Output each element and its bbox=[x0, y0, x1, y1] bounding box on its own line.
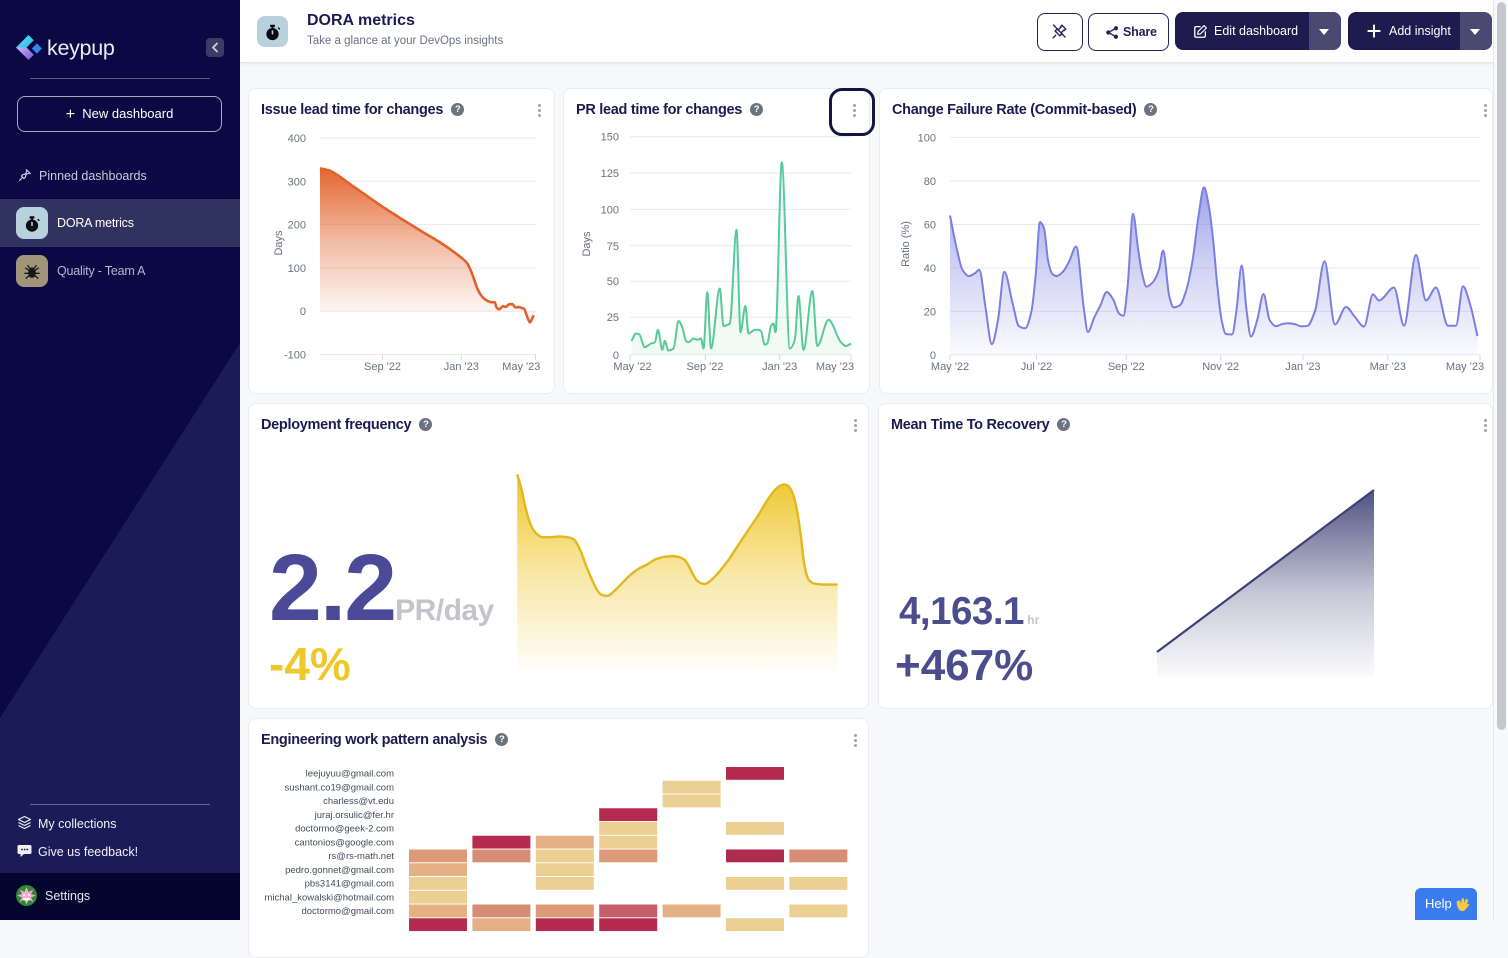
svg-text:200: 200 bbox=[288, 220, 306, 232]
svg-text:20: 20 bbox=[924, 306, 936, 318]
svg-text:doctormo@geek-2.com: doctormo@geek-2.com bbox=[295, 824, 394, 835]
svg-text:-100: -100 bbox=[284, 350, 306, 362]
svg-text:40: 40 bbox=[924, 263, 936, 275]
svg-text:May '22: May '22 bbox=[613, 361, 651, 373]
svg-text:charless@vt.edu: charless@vt.edu bbox=[323, 796, 394, 807]
svg-text:0: 0 bbox=[300, 306, 306, 318]
svg-text:Days: Days bbox=[273, 230, 285, 256]
svg-text:leejuyuu@gmail.com: leejuyuu@gmail.com bbox=[306, 769, 394, 780]
svg-text:100: 100 bbox=[918, 133, 936, 145]
svg-text:Jul '22: Jul '22 bbox=[1021, 361, 1052, 373]
svg-text:May '23: May '23 bbox=[816, 361, 854, 373]
svg-text:150: 150 bbox=[601, 132, 619, 144]
svg-text:Sep '22: Sep '22 bbox=[687, 361, 724, 373]
svg-text:Jan '23: Jan '23 bbox=[1285, 361, 1320, 373]
svg-text:pbs3141@gmail.com: pbs3141@gmail.com bbox=[305, 879, 394, 890]
svg-text:juraj.orsulic@fer.hr: juraj.orsulic@fer.hr bbox=[314, 810, 394, 821]
svg-text:May '22: May '22 bbox=[931, 361, 969, 373]
svg-text:80: 80 bbox=[924, 176, 936, 188]
svg-text:60: 60 bbox=[924, 220, 936, 232]
svg-text:doctormo@gmail.com: doctormo@gmail.com bbox=[301, 906, 394, 917]
svg-text:Nov '22: Nov '22 bbox=[1202, 361, 1239, 373]
svg-text:Sep '22: Sep '22 bbox=[1108, 361, 1145, 373]
svg-text:100: 100 bbox=[288, 263, 306, 275]
svg-text:300: 300 bbox=[288, 176, 306, 188]
svg-text:Jan '23: Jan '23 bbox=[444, 361, 479, 373]
svg-text:May '23: May '23 bbox=[502, 361, 540, 373]
svg-text:125: 125 bbox=[601, 168, 619, 180]
svg-text:Sep '22: Sep '22 bbox=[364, 361, 401, 373]
svg-text:0: 0 bbox=[930, 350, 936, 362]
svg-text:25: 25 bbox=[607, 312, 619, 324]
svg-text:Mar '23: Mar '23 bbox=[1370, 361, 1406, 373]
svg-text:rs@rs-math.net: rs@rs-math.net bbox=[328, 851, 394, 862]
svg-text:Ratio (%): Ratio (%) bbox=[900, 221, 912, 267]
svg-text:75: 75 bbox=[607, 241, 619, 253]
svg-text:pedro.gonnet@gmail.com: pedro.gonnet@gmail.com bbox=[285, 865, 394, 876]
svg-text:May '23: May '23 bbox=[1446, 361, 1484, 373]
svg-text:0: 0 bbox=[613, 350, 619, 362]
svg-text:cantonios@google.com: cantonios@google.com bbox=[295, 837, 395, 848]
svg-text:100: 100 bbox=[601, 204, 619, 216]
svg-text:400: 400 bbox=[288, 133, 306, 145]
svg-text:50: 50 bbox=[607, 276, 619, 288]
svg-text:michal_kowalski@hotmail.com: michal_kowalski@hotmail.com bbox=[265, 892, 395, 903]
svg-text:sushant.co19@gmail.com: sushant.co19@gmail.com bbox=[285, 782, 395, 793]
svg-text:Days: Days bbox=[581, 231, 593, 257]
svg-text:Jan '23: Jan '23 bbox=[762, 361, 797, 373]
